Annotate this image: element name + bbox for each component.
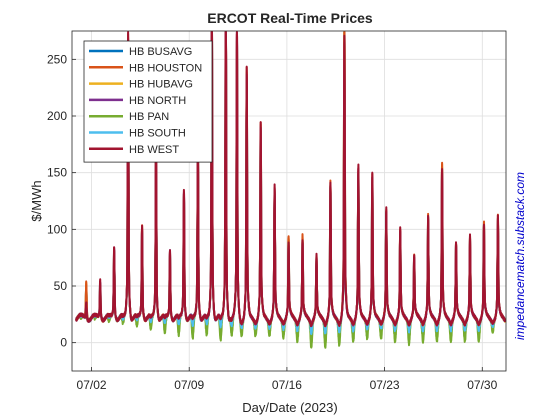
x-tick-label: 07/30 — [467, 378, 497, 392]
chart-title: ERCOT Real-Time Prices — [207, 10, 373, 26]
series-line-hb-west — [75, 31, 507, 328]
y-axis-label: $/MWh — [29, 180, 44, 221]
x-tick-label: 07/02 — [77, 378, 107, 392]
series-lines — [75, 31, 507, 349]
x-tick-label: 07/23 — [370, 378, 400, 392]
y-tick-label: 50 — [54, 279, 68, 293]
x-axis: 07/02 07/09 07/16 07/23 07/30 — [77, 367, 498, 392]
legend-entry: HB WEST — [129, 144, 179, 156]
y-axis: 0 50 100 150 200 250 — [47, 52, 76, 350]
x-axis-label: Day/Date (2023) — [242, 400, 337, 415]
y-tick-label: 250 — [47, 52, 67, 66]
legend-entry: HB PAN — [129, 111, 169, 123]
legend-entry: HB SOUTH — [129, 128, 186, 140]
watermark-text: impedancematch.substack.com — [513, 172, 527, 340]
y-tick-label: 0 — [60, 336, 67, 350]
legend: HB BUSAVG HB HOUSTON HB HUBAVG HB NORTH HB P… — [83, 40, 213, 163]
legend-entry: HB BUSAVG — [129, 46, 192, 58]
x-tick-label: 07/09 — [174, 378, 204, 392]
x-tick-label: 07/16 — [272, 378, 302, 392]
legend-entry: HB NORTH — [129, 95, 186, 107]
y-tick-label: 200 — [47, 109, 67, 123]
y-tick-label: 100 — [47, 222, 67, 236]
plot-frame — [71, 30, 507, 372]
legend-entry: HB HUBAVG — [129, 79, 193, 91]
legend-entry: HB HOUSTON — [129, 62, 202, 74]
y-tick-label: 150 — [47, 166, 67, 180]
legend-box — [83, 40, 213, 163]
